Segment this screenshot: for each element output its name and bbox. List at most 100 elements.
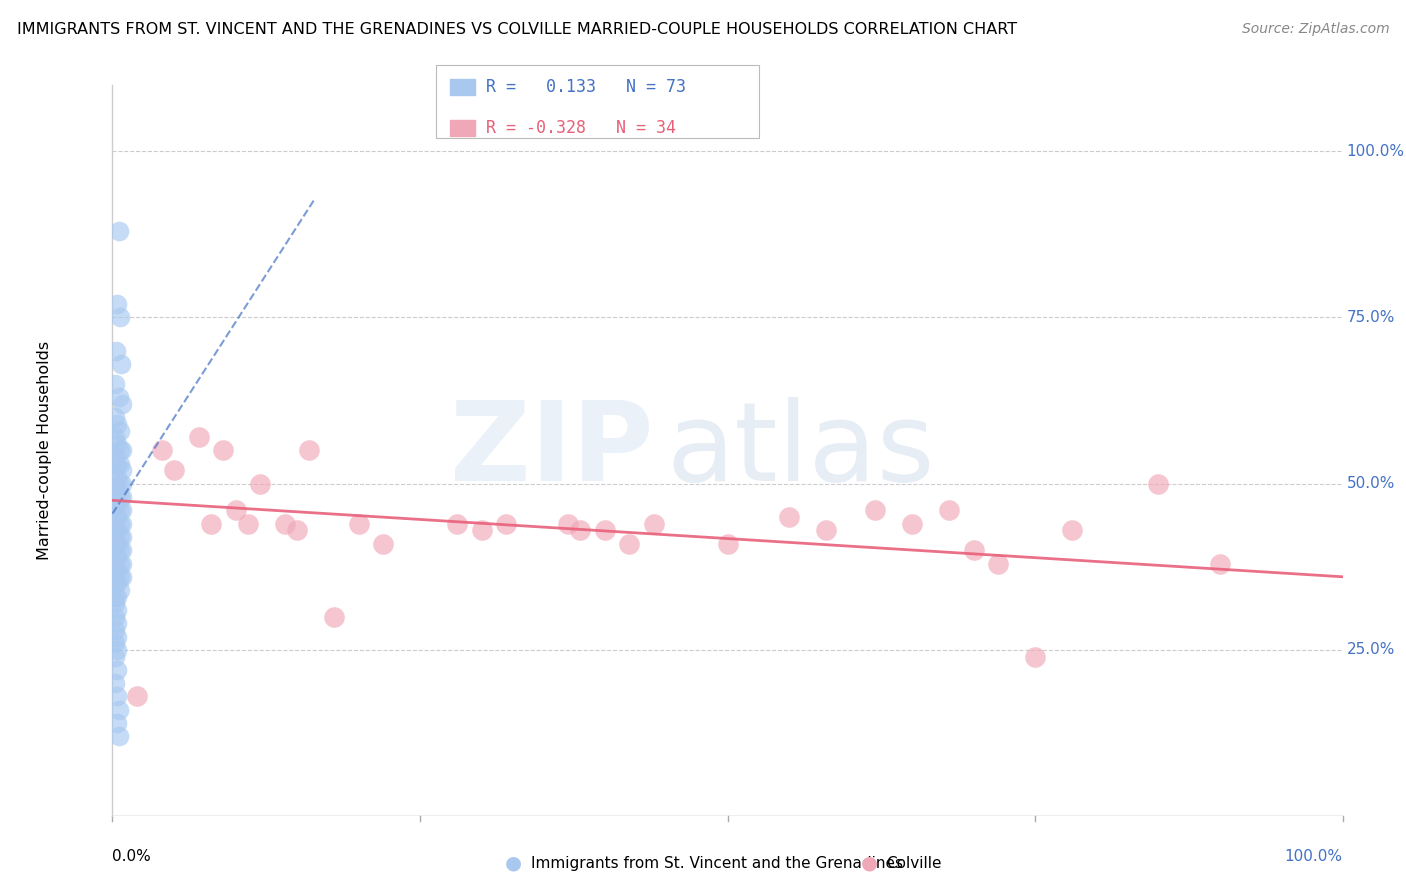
Point (323, 609, 346, 624)
Point (371, 536, 394, 550)
Point (107, 563, 129, 577)
Point (107, 497, 129, 511)
Point (249, 476, 271, 491)
Point (104, 376, 127, 391)
Point (107, 510, 129, 524)
Text: atlas: atlas (666, 397, 935, 504)
Point (104, 410, 127, 425)
Text: ●: ● (505, 854, 522, 873)
Point (107, 716, 129, 731)
Point (104, 510, 127, 524)
Point (901, 516, 924, 531)
Point (987, 557, 1010, 571)
Point (107, 437, 129, 451)
Point (225, 503, 247, 517)
Point (107, 457, 129, 471)
Point (107, 224, 129, 238)
Point (163, 463, 186, 477)
Point (111, 490, 134, 504)
Text: Colville: Colville (886, 856, 941, 871)
Point (778, 510, 800, 524)
Point (104, 590, 127, 604)
Point (111, 516, 134, 531)
Point (285, 523, 308, 537)
Point (107, 603, 129, 617)
Point (104, 430, 127, 444)
Point (127, 690, 149, 704)
Point (863, 503, 887, 517)
Point (107, 297, 129, 311)
Point (107, 523, 129, 537)
Point (446, 516, 468, 531)
Point (107, 590, 129, 604)
Text: ●: ● (860, 854, 877, 873)
Point (111, 463, 134, 477)
Point (104, 563, 127, 577)
Point (593, 523, 616, 537)
Point (105, 343, 128, 358)
Point (815, 523, 838, 537)
Point (568, 523, 592, 537)
Text: R =   0.133   N = 73: R = 0.133 N = 73 (486, 78, 686, 96)
Point (107, 390, 129, 404)
Point (108, 583, 131, 598)
Text: 100.0%: 100.0% (1285, 849, 1343, 864)
Point (108, 557, 131, 571)
Point (298, 443, 321, 458)
Point (1024, 649, 1046, 664)
Point (107, 483, 129, 498)
Point (347, 516, 370, 531)
Point (108, 310, 131, 325)
Point (111, 530, 134, 544)
Point (104, 470, 127, 484)
Point (108, 457, 131, 471)
Point (236, 516, 259, 531)
Point (104, 676, 127, 690)
Point (104, 576, 127, 591)
Point (104, 649, 127, 664)
Point (104, 483, 127, 498)
Point (111, 570, 134, 584)
Point (938, 503, 960, 517)
Point (104, 497, 127, 511)
Point (107, 549, 129, 564)
Point (557, 516, 579, 531)
Point (107, 576, 129, 591)
Point (111, 397, 134, 411)
Point (107, 703, 129, 717)
Point (108, 570, 131, 584)
Point (962, 543, 984, 558)
Point (111, 557, 134, 571)
Point (108, 476, 131, 491)
Point (110, 357, 132, 371)
Text: IMMIGRANTS FROM ST. VINCENT AND THE GRENADINES VS COLVILLE MARRIED-COUPLE HOUSEH: IMMIGRANTS FROM ST. VINCENT AND THE GREN… (17, 22, 1017, 37)
Point (111, 443, 134, 458)
Text: Married-couple Households: Married-couple Households (38, 341, 52, 560)
Point (470, 523, 494, 537)
Text: 50.0%: 50.0% (1347, 476, 1395, 491)
Point (104, 523, 127, 537)
Text: ZIP: ZIP (450, 397, 654, 504)
Point (107, 630, 129, 644)
Point (1062, 523, 1084, 537)
Point (108, 530, 131, 544)
Point (104, 609, 127, 624)
Point (107, 417, 129, 431)
Point (104, 623, 127, 637)
Point (717, 536, 740, 550)
Text: 25.0%: 25.0% (1347, 642, 1395, 657)
Point (107, 730, 129, 744)
Point (107, 536, 129, 550)
Point (187, 430, 209, 444)
Point (104, 549, 127, 564)
Point (212, 443, 235, 458)
Point (274, 516, 297, 531)
Point (104, 536, 127, 550)
Point (111, 503, 134, 517)
Text: R = -0.328   N = 34: R = -0.328 N = 34 (486, 119, 676, 136)
Point (107, 470, 129, 484)
Point (1147, 476, 1170, 491)
Point (107, 690, 129, 704)
Point (1209, 557, 1232, 571)
Point (104, 450, 127, 464)
